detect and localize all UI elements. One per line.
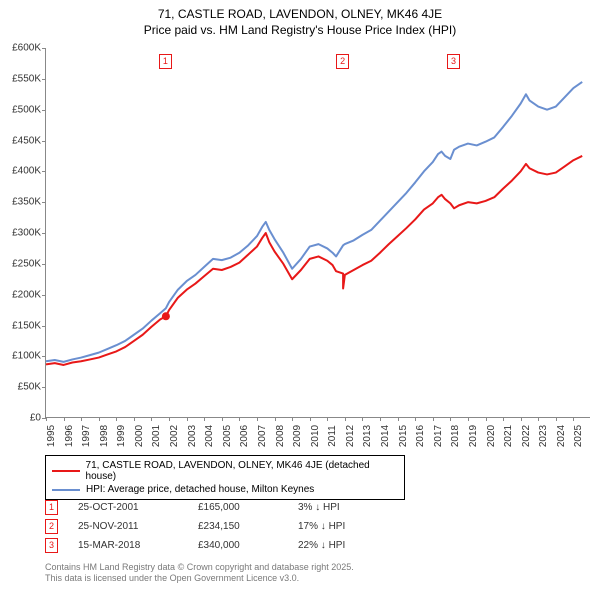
chart-svg bbox=[46, 48, 591, 418]
footer-line-2: This data is licensed under the Open Gov… bbox=[45, 573, 354, 584]
x-axis-label: 2004 bbox=[204, 425, 215, 447]
legend-label: HPI: Average price, detached house, Milt… bbox=[86, 484, 314, 495]
x-axis-label: 2011 bbox=[327, 425, 338, 447]
sale-marker: 1 bbox=[45, 500, 58, 515]
x-axis-label: 2014 bbox=[380, 425, 391, 447]
sale-marker: 2 bbox=[45, 519, 58, 534]
sale-hpi-diff: 17% ↓ HPI bbox=[298, 521, 398, 532]
chart-title: 71, CASTLE ROAD, LAVENDON, OLNEY, MK46 4… bbox=[0, 0, 600, 38]
y-axis-label: £600K bbox=[1, 43, 41, 54]
sale-price: £165,000 bbox=[198, 502, 298, 513]
title-line-1: 71, CASTLE ROAD, LAVENDON, OLNEY, MK46 4… bbox=[0, 6, 600, 22]
y-axis-label: £550K bbox=[1, 73, 41, 84]
x-axis-label: 2006 bbox=[239, 425, 250, 447]
y-axis-label: £300K bbox=[1, 228, 41, 239]
y-axis-label: £250K bbox=[1, 258, 41, 269]
chart-marker-1: 1 bbox=[159, 54, 172, 69]
x-axis-label: 1995 bbox=[46, 425, 57, 447]
y-axis-label: £400K bbox=[1, 166, 41, 177]
sale-point-dot bbox=[162, 312, 170, 320]
legend-box: 71, CASTLE ROAD, LAVENDON, OLNEY, MK46 4… bbox=[45, 455, 405, 500]
chart-marker-3: 3 bbox=[447, 54, 460, 69]
title-line-2: Price paid vs. HM Land Registry's House … bbox=[0, 22, 600, 38]
sale-row: 1 25-OCT-2001£165,0003% ↓ HPI bbox=[45, 498, 398, 517]
x-axis-label: 2023 bbox=[538, 425, 549, 447]
x-axis-label: 2002 bbox=[169, 425, 180, 447]
legend-label: 71, CASTLE ROAD, LAVENDON, OLNEY, MK46 4… bbox=[86, 460, 398, 482]
sale-date: 25-NOV-2011 bbox=[78, 521, 198, 532]
sale-row: 2 25-NOV-2011£234,15017% ↓ HPI bbox=[45, 517, 398, 536]
x-axis-label: 1996 bbox=[64, 425, 75, 447]
x-axis-label: 2003 bbox=[187, 425, 198, 447]
legend-row: HPI: Average price, detached house, Milt… bbox=[52, 483, 398, 496]
x-axis-label: 2008 bbox=[275, 425, 286, 447]
x-axis-label: 2007 bbox=[257, 425, 268, 447]
legend-swatch bbox=[52, 470, 80, 472]
x-axis-label: 2022 bbox=[521, 425, 532, 447]
x-axis-label: 2010 bbox=[310, 425, 321, 447]
footer-line-1: Contains HM Land Registry data © Crown c… bbox=[45, 562, 354, 573]
sale-hpi-diff: 22% ↓ HPI bbox=[298, 540, 398, 551]
x-axis-label: 2019 bbox=[468, 425, 479, 447]
x-axis-label: 2012 bbox=[345, 425, 356, 447]
x-axis-label: 2001 bbox=[151, 425, 162, 447]
legend-row: 71, CASTLE ROAD, LAVENDON, OLNEY, MK46 4… bbox=[52, 459, 398, 483]
sale-date: 15-MAR-2018 bbox=[78, 540, 198, 551]
y-axis-label: £500K bbox=[1, 104, 41, 115]
x-axis-label: 1998 bbox=[99, 425, 110, 447]
sale-date: 25-OCT-2001 bbox=[78, 502, 198, 513]
x-axis-label: 2005 bbox=[222, 425, 233, 447]
x-axis-label: 2024 bbox=[556, 425, 567, 447]
x-axis-label: 2017 bbox=[433, 425, 444, 447]
y-axis-label: £0 bbox=[1, 413, 41, 424]
sale-marker: 3 bbox=[45, 538, 58, 553]
x-axis-label: 2015 bbox=[398, 425, 409, 447]
footer-attribution: Contains HM Land Registry data © Crown c… bbox=[45, 562, 354, 585]
series-price_paid bbox=[46, 156, 582, 365]
y-axis-label: £200K bbox=[1, 289, 41, 300]
y-axis-label: £100K bbox=[1, 351, 41, 362]
series-hpi bbox=[46, 82, 582, 362]
sale-price: £234,150 bbox=[198, 521, 298, 532]
x-axis-label: 2025 bbox=[573, 425, 584, 447]
y-axis-label: £50K bbox=[1, 382, 41, 393]
x-axis-label: 2021 bbox=[503, 425, 514, 447]
x-axis-label: 2020 bbox=[486, 425, 497, 447]
y-axis-label: £150K bbox=[1, 320, 41, 331]
chart-marker-2: 2 bbox=[336, 54, 349, 69]
x-axis-label: 2009 bbox=[292, 425, 303, 447]
chart-plot-area: £0£50K£100K£150K£200K£250K£300K£350K£400… bbox=[45, 48, 590, 418]
x-axis-label: 2018 bbox=[450, 425, 461, 447]
x-axis-label: 2016 bbox=[415, 425, 426, 447]
sale-price: £340,000 bbox=[198, 540, 298, 551]
sales-table: 1 25-OCT-2001£165,0003% ↓ HPI 2 25-NOV-2011… bbox=[45, 498, 398, 555]
x-axis-label: 2013 bbox=[362, 425, 373, 447]
sale-hpi-diff: 3% ↓ HPI bbox=[298, 502, 398, 513]
y-axis-label: £350K bbox=[1, 197, 41, 208]
x-axis-label: 2000 bbox=[134, 425, 145, 447]
legend-swatch bbox=[52, 489, 80, 491]
x-axis-label: 1999 bbox=[116, 425, 127, 447]
sale-row: 3 15-MAR-2018£340,00022% ↓ HPI bbox=[45, 536, 398, 555]
x-axis-label: 1997 bbox=[81, 425, 92, 447]
y-axis-label: £450K bbox=[1, 135, 41, 146]
